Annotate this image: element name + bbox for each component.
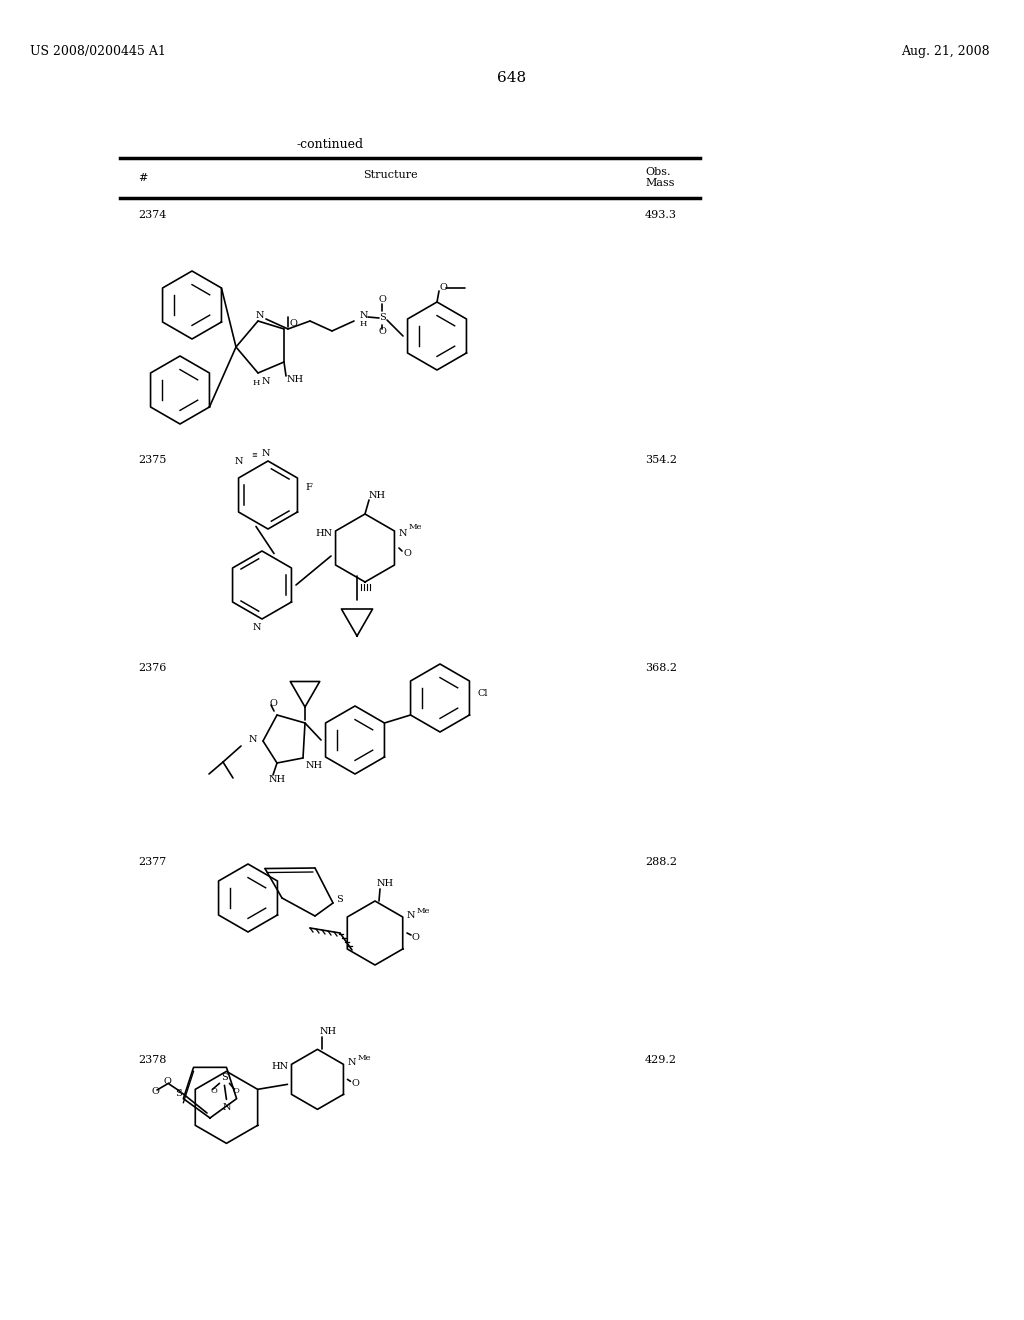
Text: NH: NH <box>377 879 394 887</box>
Text: S: S <box>336 895 343 903</box>
Text: O: O <box>232 1088 240 1096</box>
Text: NH: NH <box>369 491 386 500</box>
Text: O: O <box>403 549 411 558</box>
Text: 648: 648 <box>498 71 526 84</box>
Text: 2375: 2375 <box>138 455 166 465</box>
Text: N: N <box>347 1057 356 1067</box>
Text: O: O <box>289 319 297 329</box>
Text: S: S <box>221 1073 227 1082</box>
Text: N: N <box>256 310 264 319</box>
Text: NH: NH <box>306 762 324 771</box>
Text: NH: NH <box>319 1027 337 1036</box>
Text: O: O <box>378 296 386 305</box>
Text: N: N <box>249 734 257 743</box>
Text: N: N <box>222 1102 230 1111</box>
Text: HN: HN <box>271 1061 289 1071</box>
Text: 429.2: 429.2 <box>645 1055 677 1065</box>
Text: Obs.: Obs. <box>645 168 671 177</box>
Text: O: O <box>211 1088 217 1096</box>
Text: Structure: Structure <box>362 170 418 180</box>
Text: HN: HN <box>315 528 333 537</box>
Text: 2377: 2377 <box>138 857 166 867</box>
Text: NH: NH <box>269 775 286 784</box>
Text: US 2008/0200445 A1: US 2008/0200445 A1 <box>30 45 166 58</box>
Text: Me: Me <box>409 523 422 531</box>
Text: 2374: 2374 <box>138 210 166 220</box>
Text: S: S <box>379 314 385 322</box>
Text: 354.2: 354.2 <box>645 455 677 465</box>
Text: N: N <box>253 623 261 631</box>
Text: 493.3: 493.3 <box>645 210 677 220</box>
Text: F: F <box>305 483 312 491</box>
Text: O: O <box>411 932 419 941</box>
Text: Aug. 21, 2008: Aug. 21, 2008 <box>901 45 990 58</box>
Text: 2378: 2378 <box>138 1055 166 1065</box>
Text: 288.2: 288.2 <box>645 857 677 867</box>
Text: N: N <box>234 457 244 466</box>
Text: 2376: 2376 <box>138 663 166 673</box>
Text: N: N <box>360 310 369 319</box>
Text: N: N <box>262 376 270 385</box>
Text: O: O <box>163 1077 171 1085</box>
Text: ≡: ≡ <box>251 451 257 459</box>
Text: NH: NH <box>287 375 304 384</box>
Text: O: O <box>378 327 386 337</box>
Text: N: N <box>398 528 407 537</box>
Text: #: # <box>138 173 147 183</box>
Text: S: S <box>175 1089 181 1098</box>
Text: Cl: Cl <box>477 689 487 698</box>
Text: H: H <box>360 319 368 327</box>
Text: Me: Me <box>357 1055 371 1063</box>
Text: O: O <box>351 1078 359 1088</box>
Text: N: N <box>407 911 415 920</box>
Text: N: N <box>262 449 270 458</box>
Text: 368.2: 368.2 <box>645 663 677 673</box>
Text: -continued: -continued <box>296 139 364 152</box>
Text: O: O <box>439 284 446 293</box>
Text: O: O <box>152 1086 159 1096</box>
Text: Me: Me <box>417 907 430 915</box>
Text: O: O <box>269 698 276 708</box>
Text: Mass: Mass <box>645 178 675 187</box>
Text: H: H <box>252 379 260 387</box>
